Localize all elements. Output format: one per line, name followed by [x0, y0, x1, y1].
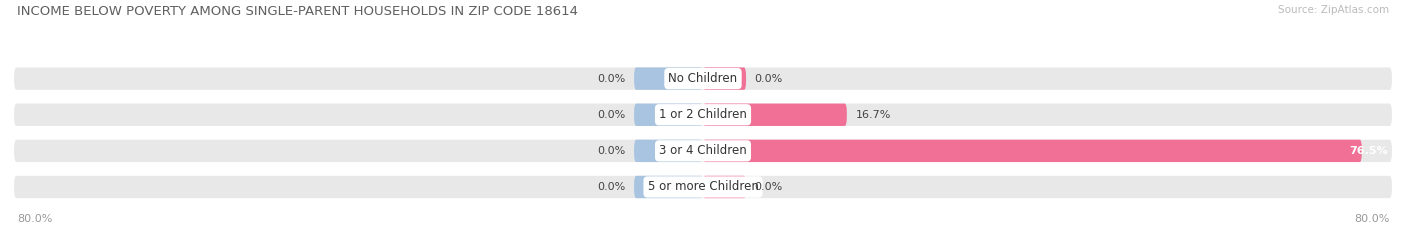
Text: 16.7%: 16.7% [855, 110, 891, 120]
Text: 0.0%: 0.0% [598, 146, 626, 156]
Text: 5 or more Children: 5 or more Children [648, 181, 758, 193]
Text: Source: ZipAtlas.com: Source: ZipAtlas.com [1278, 5, 1389, 15]
FancyBboxPatch shape [14, 140, 1392, 162]
FancyBboxPatch shape [634, 67, 703, 90]
Text: 0.0%: 0.0% [598, 110, 626, 120]
Text: 76.5%: 76.5% [1348, 146, 1388, 156]
FancyBboxPatch shape [703, 67, 747, 90]
FancyBboxPatch shape [634, 103, 703, 126]
Text: 80.0%: 80.0% [1354, 214, 1389, 224]
FancyBboxPatch shape [703, 176, 747, 198]
Text: 0.0%: 0.0% [755, 182, 783, 192]
Text: 0.0%: 0.0% [755, 74, 783, 84]
Text: 0.0%: 0.0% [598, 74, 626, 84]
FancyBboxPatch shape [14, 176, 1392, 198]
FancyBboxPatch shape [703, 103, 846, 126]
Text: No Children: No Children [668, 72, 738, 85]
FancyBboxPatch shape [14, 103, 1392, 126]
FancyBboxPatch shape [634, 140, 703, 162]
FancyBboxPatch shape [14, 67, 1392, 90]
Text: 1 or 2 Children: 1 or 2 Children [659, 108, 747, 121]
Text: INCOME BELOW POVERTY AMONG SINGLE-PARENT HOUSEHOLDS IN ZIP CODE 18614: INCOME BELOW POVERTY AMONG SINGLE-PARENT… [17, 5, 578, 18]
Text: 0.0%: 0.0% [598, 182, 626, 192]
Text: 3 or 4 Children: 3 or 4 Children [659, 144, 747, 157]
FancyBboxPatch shape [703, 140, 1362, 162]
FancyBboxPatch shape [634, 176, 703, 198]
Text: 80.0%: 80.0% [17, 214, 52, 224]
